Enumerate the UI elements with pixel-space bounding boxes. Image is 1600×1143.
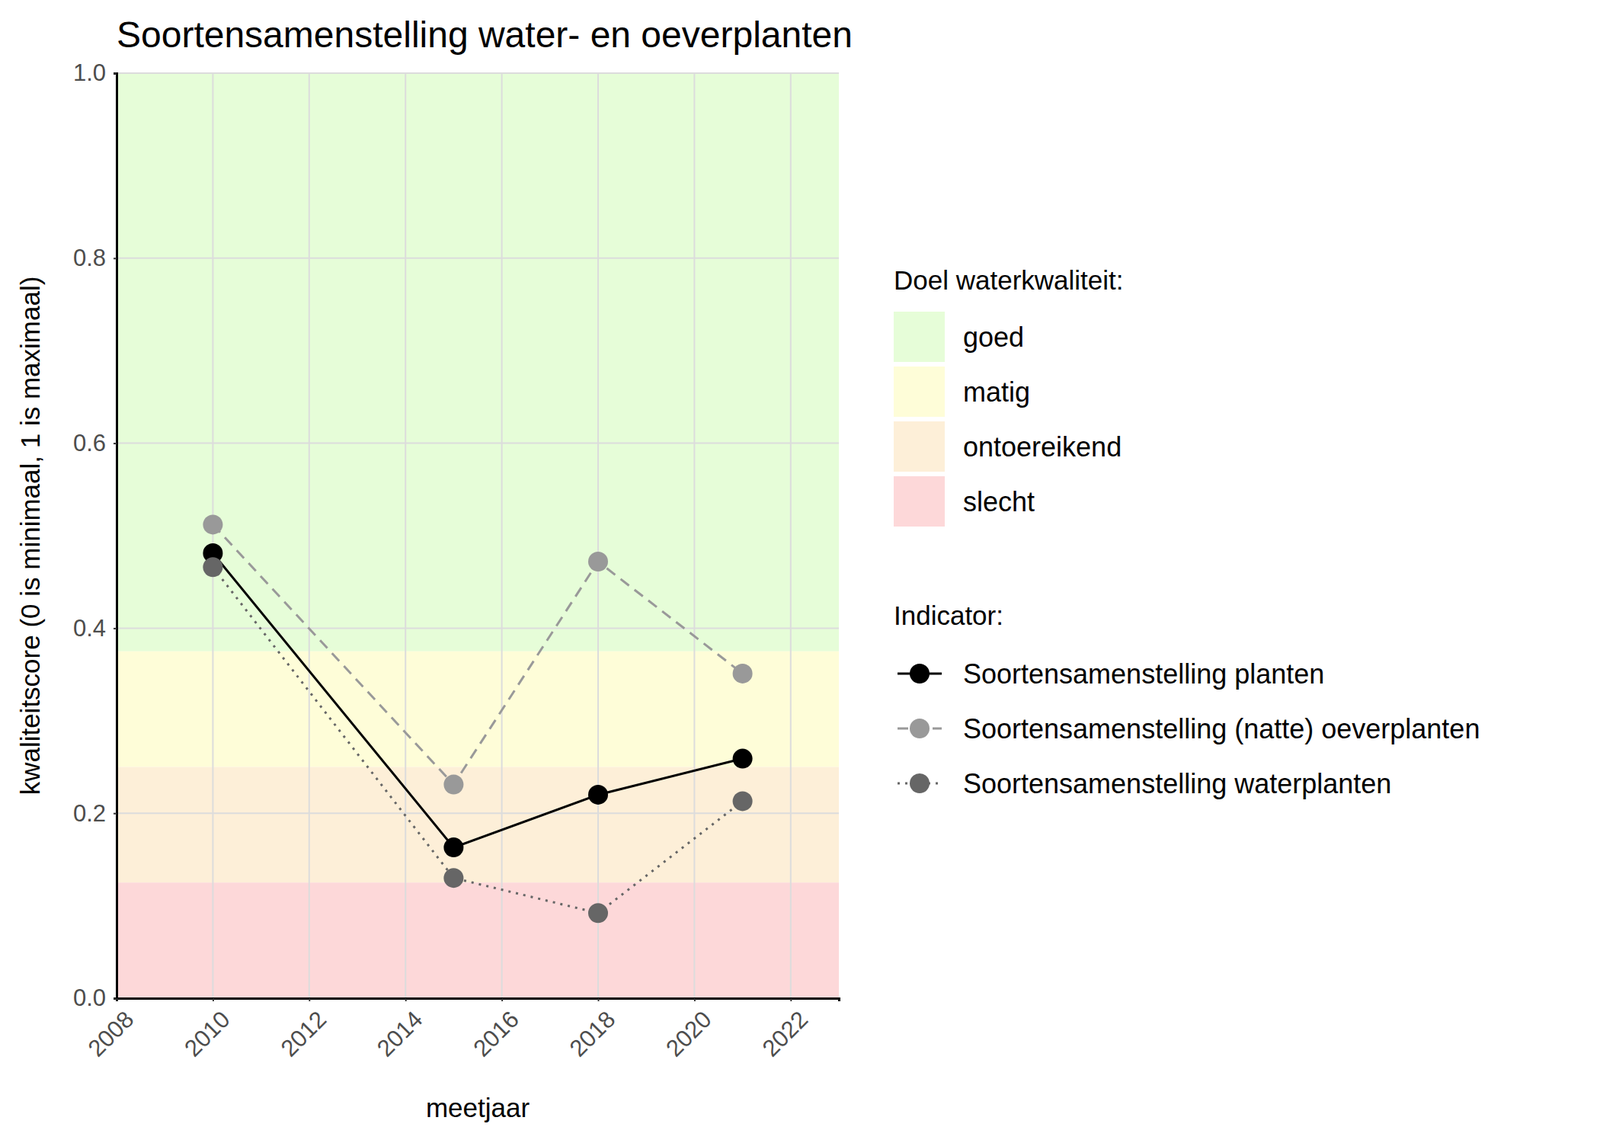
y-tick: 1.0: [73, 59, 117, 87]
y-axis: 0.0 0.2 0.4 0.6 0.8 1.0: [73, 59, 118, 1012]
series-point: [732, 748, 753, 769]
y-axis-title: kwaliteitscore (0 is minimaal, 1 is maxi…: [15, 276, 45, 796]
y-tick-mark: [113, 442, 117, 445]
series-point: [588, 551, 608, 572]
legend-label: goed: [963, 321, 1024, 353]
y-tick-label: 0.4: [73, 614, 106, 642]
grid-line-x: [308, 73, 311, 999]
x-tick-label: 2010: [179, 1005, 236, 1063]
x-axis: 2008 2010 2012 2014 2016 2018 2020 2022: [83, 998, 840, 1063]
grid-line-y: [116, 627, 839, 629]
x-tick-label: 2020: [660, 1005, 717, 1063]
y-tick: 0.0: [73, 984, 117, 1012]
x-axis-line: [117, 998, 840, 1002]
legend-label: Soortensamenstelling (natte) oeverplante…: [963, 713, 1480, 745]
x-tick: 2016: [467, 998, 525, 1063]
series-point: [443, 837, 464, 858]
x-tick-mark: [790, 998, 792, 1002]
y-tick-mark: [113, 73, 117, 75]
x-tick-label: 2016: [467, 1005, 525, 1063]
grid: [116, 73, 839, 999]
x-tick-label: 2008: [83, 1005, 140, 1063]
y-tick: 0.2: [73, 800, 117, 827]
quality-band: [116, 73, 839, 652]
series-line: [212, 566, 743, 913]
x-tick-mark: [694, 998, 696, 1002]
x-tick-label: 2018: [564, 1005, 621, 1063]
y-tick-mark: [113, 257, 117, 260]
legend-marker: [909, 718, 930, 739]
legend-swatch: [893, 421, 945, 472]
title: Soortensamenstelling water- en oeverplan…: [116, 14, 853, 55]
legend-label: ontoereikend: [963, 431, 1122, 463]
x-tick-label: 2012: [275, 1005, 333, 1063]
x-tick: 2022: [757, 998, 814, 1063]
y-tick-label: 0.6: [73, 429, 106, 457]
grid-line-y: [116, 812, 839, 814]
x-tick: 2010: [179, 998, 236, 1063]
legend-label: Soortensamenstelling planten: [963, 658, 1325, 690]
grid-line-x: [597, 73, 599, 999]
legend-swatch: [893, 366, 945, 417]
legend-marker: [909, 663, 930, 684]
series-point: [202, 556, 223, 577]
series-line: [212, 524, 743, 784]
grid-line-y: [116, 257, 839, 260]
x-axis-title: meetjaar: [425, 1092, 531, 1123]
legend-marker: [909, 773, 930, 794]
series-point: [732, 663, 753, 684]
legend-label: slecht: [963, 486, 1035, 518]
y-tick-mark: [113, 812, 117, 815]
y-axis-line: [113, 73, 118, 999]
x-tick: 2014: [371, 998, 429, 1063]
x-tick: 2012: [275, 998, 333, 1063]
legend-label: matig: [963, 376, 1031, 408]
grid-line-x: [211, 73, 214, 999]
legend: Doel waterkwaliteit: goed matig ontoereiken…: [893, 265, 1480, 800]
series-point: [588, 784, 608, 805]
x-tick-label: 2014: [371, 1005, 429, 1063]
legend-swatch: [893, 476, 945, 527]
grid-line-y: [116, 72, 839, 74]
grid-line-y: [116, 442, 839, 445]
x-tick-mark: [308, 998, 311, 1002]
quality-band: [116, 882, 839, 999]
x-tick-mark: [501, 998, 503, 1002]
grid-line-x: [501, 73, 503, 999]
y-tick-label: 0.0: [73, 984, 106, 1012]
y-tick: 0.8: [73, 244, 117, 272]
y-tick-label: 0.8: [73, 244, 106, 272]
series-line: [212, 553, 743, 848]
x-tick-label: 2022: [757, 1005, 814, 1063]
grid-line-x: [790, 73, 792, 999]
quality-band: [116, 651, 839, 768]
y-tick-label: 0.2: [73, 800, 106, 827]
x-tick-mark: [598, 998, 600, 1002]
grid-line-x: [693, 73, 695, 999]
y-tick-label: 1.0: [73, 59, 106, 87]
legend-title: Doel waterkwaliteit:: [893, 265, 1124, 295]
legend-swatch: [893, 311, 945, 362]
legend-title: Indicator:: [893, 600, 1004, 631]
data-layer: [202, 514, 752, 923]
series-point: [202, 514, 223, 535]
x-tick-mark: [116, 998, 119, 1002]
x-tick-mark: [405, 998, 407, 1002]
y-tick: 0.6: [73, 429, 117, 457]
x-tick: 2018: [564, 998, 621, 1063]
series-point: [443, 867, 464, 888]
x-tick: 2008: [83, 998, 140, 1063]
chart: Soortensamenstelling water- en oeverplan…: [0, 0, 1600, 1143]
x-tick-mark: [212, 998, 215, 1002]
grid-line-x: [404, 73, 407, 999]
y-tick-mark: [113, 627, 117, 630]
legend-label: Soortensamenstelling waterplanten: [963, 768, 1392, 800]
quality-band: [116, 767, 839, 884]
bands: [116, 73, 839, 999]
series-point: [732, 790, 753, 811]
y-tick: 0.4: [73, 614, 117, 642]
series-point: [443, 774, 464, 795]
x-tick: 2020: [660, 998, 717, 1063]
series-point: [588, 902, 608, 923]
